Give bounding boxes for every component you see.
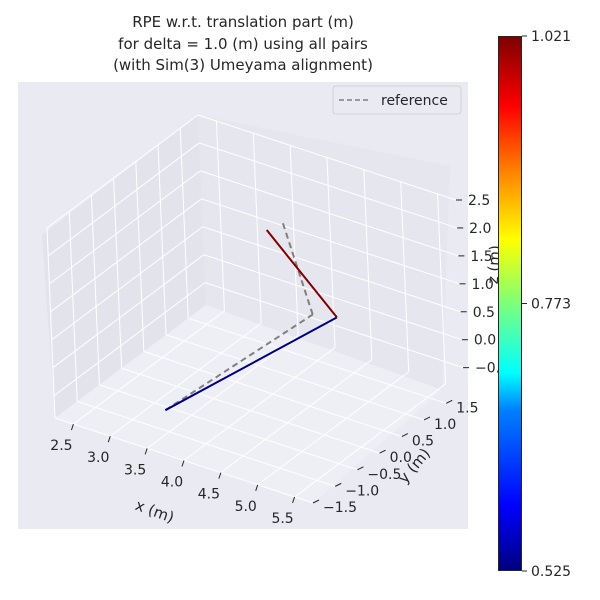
gridline-y-floor bbox=[77, 400, 336, 487]
series-layer bbox=[164, 222, 338, 412]
gridline-x-floor bbox=[183, 347, 336, 461]
gridline-x-back bbox=[400, 181, 410, 372]
x-tick-label: 5.0 bbox=[235, 499, 257, 515]
gridline-z-back bbox=[197, 114, 457, 201]
pane-left bbox=[42, 115, 206, 418]
error-segment bbox=[164, 316, 338, 412]
z-tick-label: 2.5 bbox=[468, 193, 490, 209]
z-tick-label: 1.0 bbox=[472, 277, 494, 293]
gridline-y-left bbox=[135, 161, 145, 352]
y-tick-mark bbox=[379, 449, 386, 454]
x-tick-label: 3.5 bbox=[124, 462, 146, 478]
x-tick-mark bbox=[70, 423, 74, 431]
gridline-x-floor bbox=[73, 310, 225, 425]
gridline-x-back bbox=[215, 121, 225, 312]
y-tick-label: 0.0 bbox=[390, 450, 412, 466]
x-tick-mark bbox=[292, 496, 296, 504]
gridline-x-floor bbox=[109, 322, 262, 437]
gridline-x-back bbox=[437, 193, 447, 384]
z-tick-label: 2.0 bbox=[469, 221, 491, 237]
gridline-z-left bbox=[51, 226, 204, 341]
gridline-x-back bbox=[363, 169, 373, 360]
gridline-z-back bbox=[203, 254, 463, 341]
gridline-z-back bbox=[200, 170, 459, 257]
y-tick-mark bbox=[357, 466, 364, 471]
z-tick-label: 1.5 bbox=[470, 249, 492, 265]
gridline-x-back bbox=[326, 157, 336, 348]
x-tick-mark bbox=[255, 484, 259, 491]
z-tick-label: 0.0 bbox=[474, 333, 496, 349]
x-tick-label: 4.5 bbox=[198, 487, 220, 503]
gridline-y-left bbox=[113, 178, 123, 369]
gridline-y-floor bbox=[188, 317, 447, 404]
y-tick-mark bbox=[401, 433, 409, 437]
reference-segment bbox=[281, 222, 314, 315]
gridline-y-left bbox=[179, 128, 189, 319]
gridline-z-left bbox=[49, 170, 201, 285]
y-tick-label: −1.0 bbox=[345, 483, 379, 499]
gridline-z-left bbox=[52, 254, 205, 369]
x-tick-mark bbox=[107, 436, 111, 443]
gridline-z-left bbox=[53, 282, 206, 397]
gridline-y-floor bbox=[99, 384, 358, 471]
gridline-z-left bbox=[47, 142, 200, 257]
gridline-x-floor bbox=[257, 371, 410, 486]
gridline-z-back bbox=[201, 198, 460, 285]
y-tick-mark bbox=[312, 499, 320, 504]
y-tick-mark bbox=[334, 482, 342, 487]
gridline-x-floor bbox=[294, 383, 446, 498]
y-tick-label: −0.5 bbox=[367, 467, 401, 483]
colorbar bbox=[498, 36, 522, 571]
gridline-z-back bbox=[202, 226, 461, 313]
gridline-z-left bbox=[50, 198, 202, 313]
y-tick-label: 0.5 bbox=[412, 434, 434, 450]
z-tick-label: 0.5 bbox=[473, 305, 495, 321]
x-tick-label: 4.0 bbox=[161, 475, 183, 491]
x-tick-mark bbox=[144, 448, 148, 455]
gridline-z-left bbox=[46, 114, 199, 229]
gridline-y-floor bbox=[143, 351, 402, 438]
x-tick-label: 5.5 bbox=[271, 511, 293, 527]
x-tick-mark bbox=[218, 472, 222, 479]
error-segment bbox=[265, 229, 338, 319]
gridline-y-left bbox=[46, 227, 56, 419]
gridline-y-floor bbox=[121, 367, 380, 454]
title-line-2: for delta = 1.0 (m) using all pairs bbox=[118, 35, 368, 53]
y-tick-mark bbox=[423, 416, 431, 421]
legend-box bbox=[332, 85, 462, 115]
x-tick-mark bbox=[181, 460, 185, 467]
y-tick-label: −1.5 bbox=[323, 500, 357, 516]
gridline-z-back bbox=[204, 282, 464, 369]
gridline-x-back bbox=[289, 145, 299, 336]
y-tick-label: 1.5 bbox=[456, 400, 478, 416]
x-tick-label: 3.0 bbox=[87, 450, 109, 466]
gridline-z-back bbox=[199, 142, 458, 229]
legend: reference bbox=[332, 85, 462, 115]
title-line-3: (with Sim(3) Umeyama alignment) bbox=[113, 56, 373, 74]
x-tick-label: 2.5 bbox=[50, 438, 72, 454]
gridline-y-floor bbox=[165, 334, 425, 421]
title-line-1: RPE w.r.t. translation part (m) bbox=[132, 13, 354, 31]
gridline-y-left bbox=[157, 144, 167, 335]
y-tick-mark bbox=[446, 399, 453, 404]
gridline-x-floor bbox=[146, 334, 299, 449]
gridline-x-floor bbox=[220, 359, 373, 474]
y-tick-label: 1.0 bbox=[434, 417, 456, 433]
gridlines bbox=[46, 114, 464, 504]
gridline-y-left bbox=[90, 194, 100, 385]
legend-label-reference: reference bbox=[381, 93, 448, 109]
gridline-x-back bbox=[252, 133, 262, 324]
gridline-y-left bbox=[68, 211, 78, 402]
